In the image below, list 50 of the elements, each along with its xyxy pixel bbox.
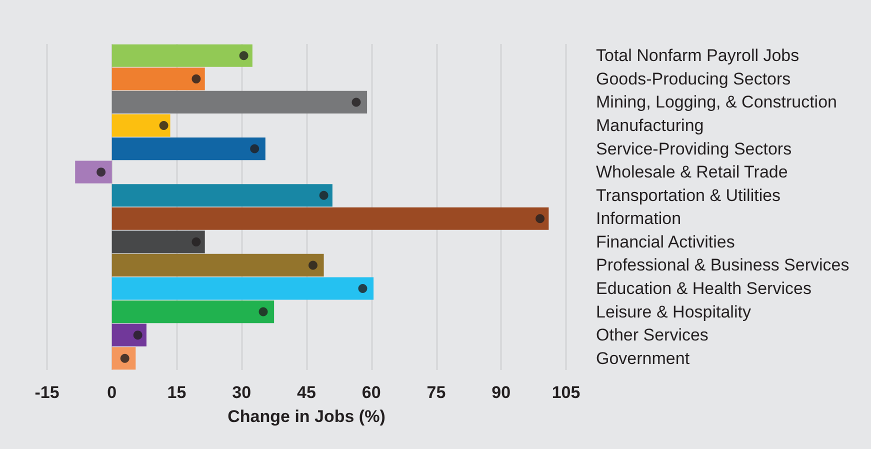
x-tick-label: 15: [167, 383, 186, 402]
x-tick-label: 30: [232, 383, 252, 402]
y-tick-label: Manufacturing: [596, 116, 704, 135]
point: [133, 330, 142, 340]
y-tick-label: Transportation & Utilities: [596, 186, 781, 205]
bar: [112, 277, 374, 300]
bar: [112, 254, 324, 277]
bar: [112, 90, 368, 114]
x-tick-label: 90: [492, 383, 511, 402]
bar: [112, 184, 332, 207]
y-tick-label: Education & Health Services: [596, 279, 812, 298]
bar: [112, 300, 274, 324]
point: [192, 237, 201, 246]
x-tick-label: 60: [362, 383, 381, 402]
x-tick-label: -15: [34, 383, 60, 402]
point: [536, 214, 545, 224]
x-tick-label: 75: [426, 383, 446, 402]
bar: [75, 160, 112, 184]
point: [319, 190, 328, 200]
x-tick-label: 0: [107, 383, 117, 402]
x-axis-title: Change in Jobs (%): [228, 407, 386, 426]
point: [192, 74, 201, 84]
x-tick-label: 105: [552, 383, 580, 402]
y-tick-label: Other Services: [596, 326, 708, 345]
bar: [112, 68, 205, 90]
y-tick-label: Mining, Logging, & Construction: [596, 92, 837, 112]
y-tick-label: Goods-Producing Sectors: [596, 69, 791, 88]
point: [352, 98, 361, 107]
bar: [112, 114, 170, 137]
y-tick-label: Wholesale & Retail Trade: [596, 162, 788, 182]
y-tick-label: Financial Activities: [596, 232, 735, 252]
bar: [112, 230, 205, 254]
y-tick-label: Leisure & Hospitality: [596, 302, 752, 322]
bar: [112, 44, 252, 67]
y-tick-label: Service-Providing Sectors: [596, 139, 792, 158]
x-tick-label: 45: [297, 383, 316, 402]
point: [358, 284, 368, 293]
y-tick-label: Information: [596, 209, 682, 228]
point: [239, 51, 248, 60]
point: [308, 260, 318, 270]
point: [258, 307, 268, 316]
bar: [112, 324, 146, 346]
bar: [112, 137, 266, 160]
y-tick-label: Total Nonfarm Payroll Jobs: [596, 46, 800, 66]
point: [96, 168, 106, 177]
y-tick-label: Professional & Business Services: [596, 256, 850, 275]
bar: [112, 207, 549, 230]
point: [250, 144, 260, 154]
point: [159, 121, 168, 130]
y-tick-label: Government: [596, 348, 690, 368]
